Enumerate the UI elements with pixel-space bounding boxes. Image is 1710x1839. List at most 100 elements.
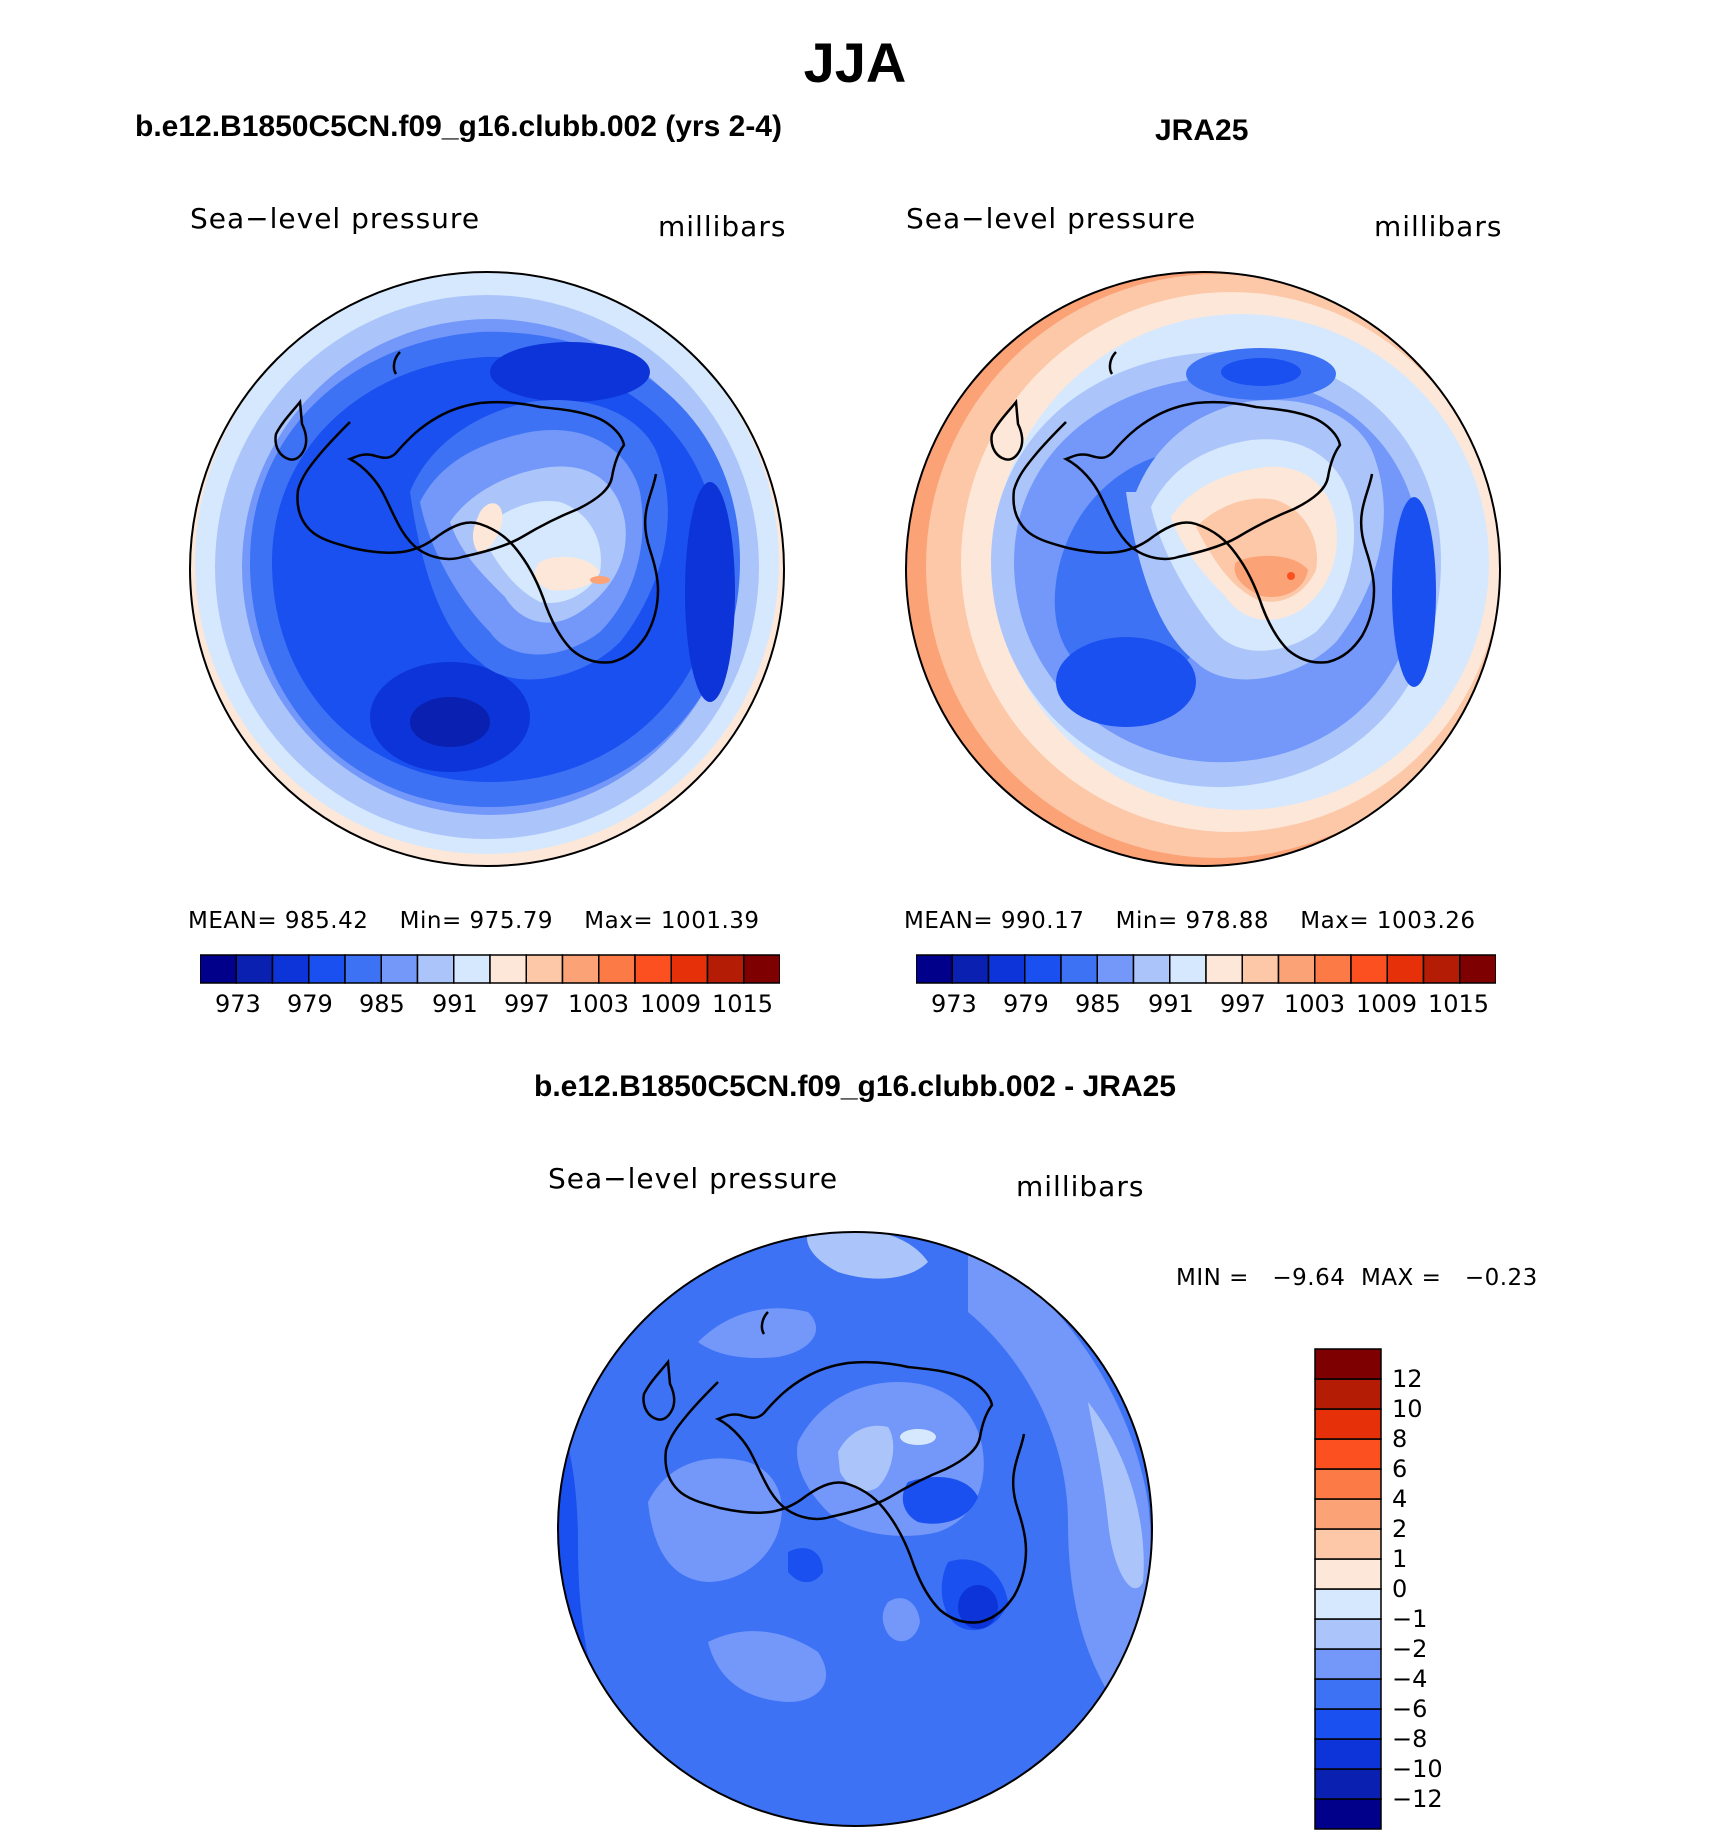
colorbar-box	[987, 954, 1026, 984]
colorbar-box	[1314, 1498, 1382, 1530]
colorbar-box	[1314, 1708, 1382, 1740]
colorbar-box	[1132, 954, 1171, 984]
colorbar-box	[1314, 954, 1352, 984]
colorbar-box	[489, 954, 527, 984]
tick-label: −10	[1392, 1755, 1443, 1783]
colorbar-box	[344, 954, 382, 984]
tick-label: −12	[1392, 1785, 1443, 1813]
min-value: 978.88	[1185, 908, 1270, 934]
colorbar-box	[1314, 1618, 1382, 1650]
tick-label: 4	[1392, 1485, 1408, 1513]
max-value: 1001.39	[660, 908, 760, 934]
min-value: −9.64	[1272, 1265, 1346, 1291]
tick-label: 991	[432, 990, 478, 1018]
colorbar-box	[235, 954, 274, 984]
panel-2-variable-label: Sea−level pressure	[906, 202, 1197, 235]
colorbar-box	[670, 954, 709, 984]
colorbar-box	[598, 954, 636, 984]
panel-3-units-label: millibars	[1016, 1170, 1145, 1203]
mean-value: 990.17	[1000, 908, 1085, 934]
panel-3-variable-label: Sea−level pressure	[548, 1162, 839, 1195]
tick-label: −4	[1392, 1665, 1428, 1693]
colorbar-box	[1386, 954, 1425, 984]
colorbar-diff-ticks: −12 −10 −8 −6 −4 −2 −1 0 1 2 4 6 8 10 12	[1392, 1348, 1512, 1830]
colorbar-box	[1314, 1588, 1382, 1620]
colorbar-1	[199, 954, 781, 984]
tick-label: 973	[215, 990, 261, 1018]
colorbar-box	[1096, 954, 1135, 984]
figure-title: JJA	[803, 31, 907, 94]
colorbar-box	[453, 954, 491, 984]
colorbar-box	[1277, 954, 1316, 984]
panel-1-variable-label: Sea−level pressure	[190, 202, 481, 235]
min-label: MIN =	[1176, 1265, 1249, 1291]
colorbar-box	[1314, 1558, 1382, 1590]
tick-label: 10	[1392, 1395, 1423, 1423]
max-label: Max=	[584, 908, 654, 934]
colorbar-box	[634, 954, 672, 984]
colorbar-box	[1350, 954, 1388, 984]
mean-label: MEAN=	[904, 908, 994, 934]
tick-label: 8	[1392, 1425, 1408, 1453]
tick-label: 1003	[1284, 990, 1346, 1018]
panel-1-units-label: millibars	[658, 210, 787, 243]
max-label: MAX =	[1360, 1265, 1442, 1291]
colorbar-1-ticks: 973 979 985 991 997 1003 1009 1015	[200, 990, 780, 1020]
max-value: −0.23	[1464, 1265, 1538, 1291]
tick-label: 973	[931, 990, 977, 1018]
tick-label: −6	[1392, 1695, 1428, 1723]
panel-1-title: b.e12.B1850C5CN.f09_g16.clubb.002 (yrs 2…	[135, 110, 782, 143]
mean-label: MEAN=	[188, 908, 278, 934]
colorbar-box	[743, 954, 781, 984]
tick-label: 997	[504, 990, 550, 1018]
tick-label: 6	[1392, 1455, 1408, 1483]
max-value: 1003.26	[1376, 908, 1476, 934]
colorbar-box	[271, 954, 310, 984]
colorbar-box	[1314, 1648, 1382, 1680]
colorbar-box	[1314, 1468, 1382, 1500]
panel-3-title: b.e12.B1850C5CN.f09_g16.clubb.002 - JRA2…	[534, 1070, 1176, 1103]
tick-label: −1	[1392, 1605, 1428, 1633]
colorbar-box	[1314, 1378, 1382, 1410]
map-model	[189, 271, 785, 867]
tick-label: 1	[1392, 1545, 1408, 1573]
colorbar-1-boxes	[199, 954, 781, 984]
tick-label: 12	[1392, 1365, 1423, 1393]
colorbar-box	[1205, 954, 1243, 984]
colorbar-diff	[1314, 1348, 1384, 1830]
colorbar-diff-boxes	[1314, 1348, 1382, 1830]
map-difference	[557, 1231, 1153, 1827]
colorbar-box	[1314, 1528, 1382, 1560]
panel-1-stats: MEAN= 985.42 Min= 975.79 Max= 1001.39	[188, 908, 760, 934]
panel-3-stats: MIN = −9.64 MAX = −0.23	[1176, 1265, 1538, 1291]
colorbar-box	[1422, 954, 1461, 984]
colorbar-2	[915, 954, 1497, 984]
colorbar-box	[915, 954, 953, 984]
tick-label: 1015	[712, 990, 774, 1018]
colorbar-box	[706, 954, 745, 984]
tick-label: 2	[1392, 1515, 1408, 1543]
tick-label: 997	[1220, 990, 1266, 1018]
mean-value: 985.42	[284, 908, 369, 934]
colorbar-box	[1459, 954, 1497, 984]
colorbar-box	[1060, 954, 1098, 984]
min-label: Min=	[399, 908, 462, 934]
colorbar-box	[1314, 1738, 1382, 1770]
panel-2-title: JRA25	[1155, 114, 1249, 147]
map-jra25	[905, 271, 1501, 867]
max-label: Max=	[1300, 908, 1370, 934]
tick-label: 985	[359, 990, 405, 1018]
min-value: 975.79	[469, 908, 554, 934]
colorbar-box	[1314, 1678, 1382, 1710]
tick-label: 0	[1392, 1575, 1408, 1603]
panel-2-stats: MEAN= 990.17 Min= 978.88 Max= 1003.26	[904, 908, 1476, 934]
tick-label: 1009	[640, 990, 702, 1018]
tick-label: 991	[1148, 990, 1194, 1018]
colorbar-box	[1314, 1798, 1382, 1830]
colorbar-box	[1314, 1348, 1382, 1380]
tick-label: −2	[1392, 1635, 1428, 1663]
colorbar-box	[525, 954, 564, 984]
colorbar-box	[1024, 954, 1062, 984]
tick-label: 985	[1075, 990, 1121, 1018]
colorbar-2-boxes	[915, 954, 1497, 984]
